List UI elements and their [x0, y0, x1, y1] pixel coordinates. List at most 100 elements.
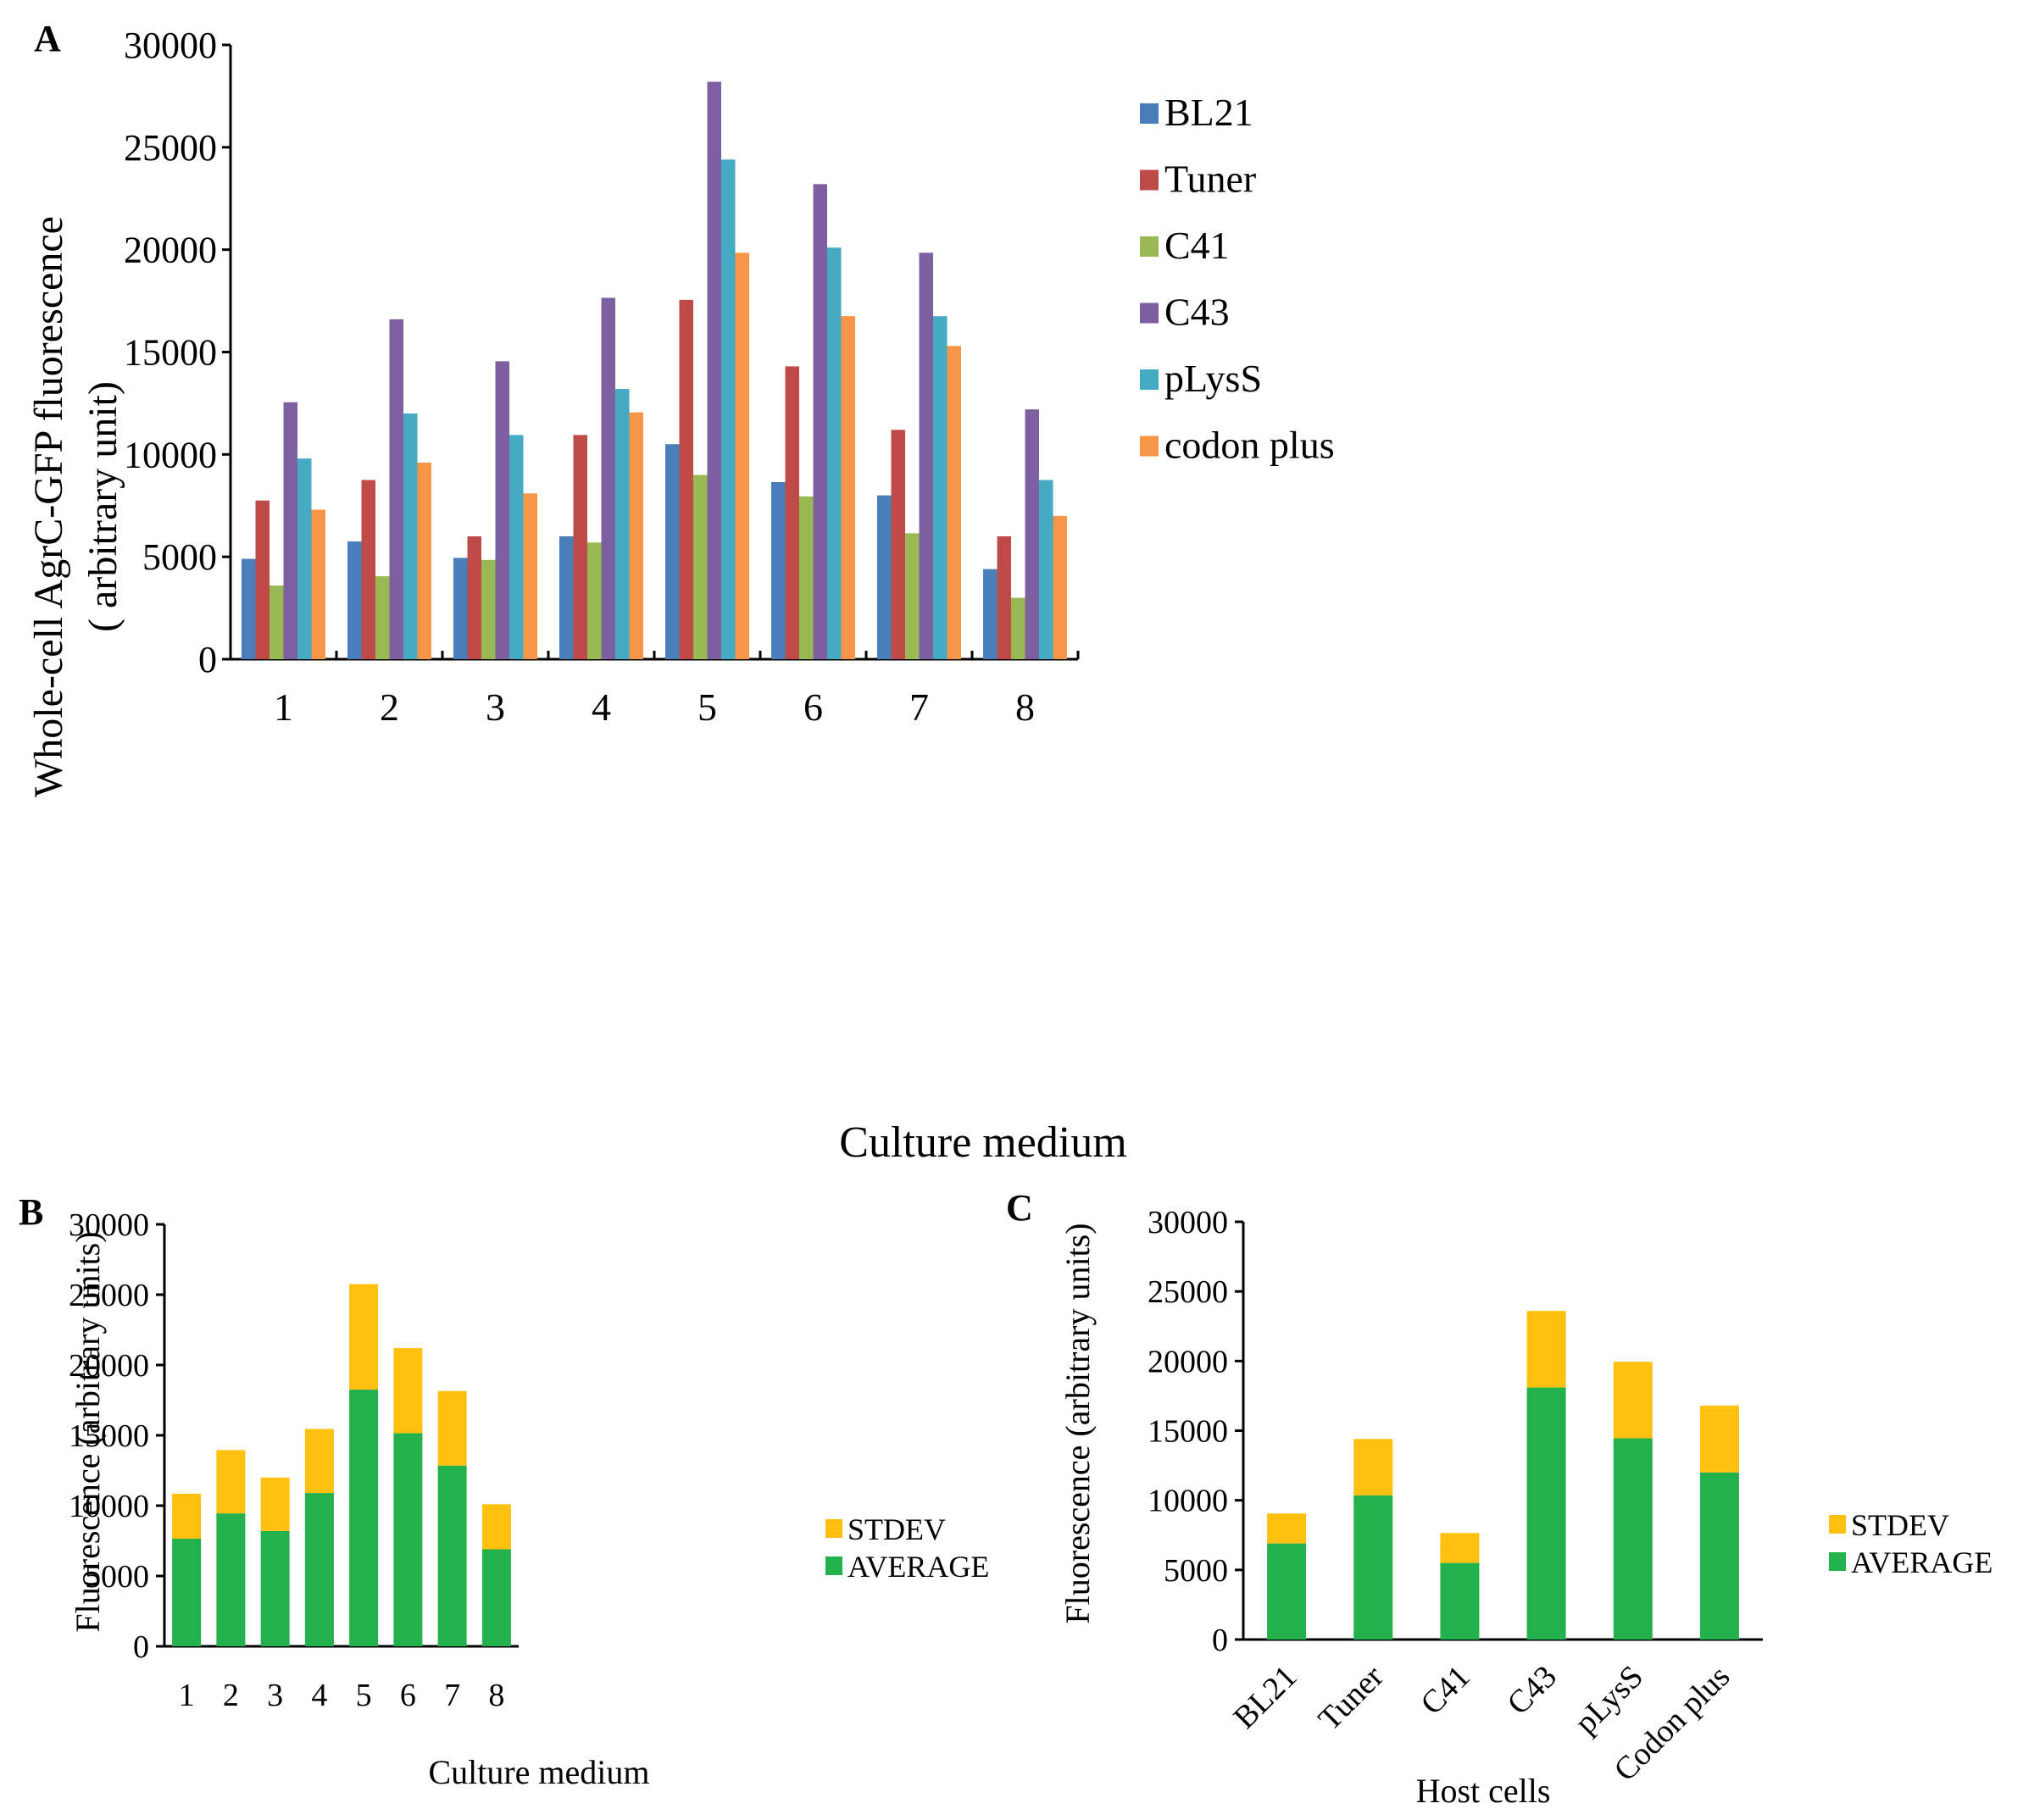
- legend-label: pLysS: [1164, 357, 1262, 400]
- bar-bl21: [665, 444, 680, 659]
- y-tick-label: 20000: [69, 1348, 149, 1384]
- bar-codon-plus: [311, 509, 325, 659]
- y-tick-label: 20000: [124, 230, 217, 271]
- bar-c41: [693, 474, 708, 659]
- panel-label: B: [19, 1191, 43, 1233]
- legend-label: AVERAGE: [848, 1550, 989, 1584]
- bar-bl21: [559, 536, 574, 659]
- y-tick-label: 10000: [69, 1489, 149, 1524]
- y-tick-label: 10000: [124, 434, 217, 475]
- bar-stdev: [260, 1477, 290, 1531]
- bar-stdev: [1699, 1405, 1739, 1473]
- bar-tuner: [467, 536, 481, 659]
- bar-c43: [389, 319, 403, 659]
- bar-plyss: [297, 458, 312, 659]
- x-tick-label: 3: [486, 685, 505, 729]
- x-tick-label: 8: [1015, 685, 1035, 729]
- bar-average: [1267, 1543, 1307, 1640]
- bar-stdev: [304, 1429, 334, 1494]
- bar-average: [1526, 1387, 1566, 1640]
- bar-tuner: [255, 500, 270, 659]
- bar-tuner: [679, 299, 693, 659]
- bar-stdev: [349, 1284, 379, 1390]
- bar-plyss: [403, 413, 418, 659]
- bar-stdev: [172, 1493, 202, 1540]
- legend-swatch: [1829, 1515, 1846, 1534]
- legend-swatch: [1829, 1552, 1846, 1571]
- y-tick-label: 30000: [69, 1207, 149, 1243]
- x-tick-label: 8: [488, 1678, 504, 1713]
- x-tick-label: 4: [311, 1678, 327, 1713]
- y-tick-label: 15000: [124, 332, 217, 374]
- legend-label: Tuner: [1164, 158, 1256, 201]
- x-tick-label: 2: [380, 685, 399, 729]
- y-tick-label: 25000: [1148, 1274, 1228, 1310]
- bar-c43: [707, 81, 721, 659]
- x-tick-label: 6: [803, 685, 823, 729]
- bar-c41: [1011, 597, 1025, 659]
- x-tick-label: 2: [223, 1678, 239, 1713]
- legend-swatch: [825, 1556, 842, 1575]
- bar-c41: [270, 585, 284, 659]
- y-tick-label: 25000: [124, 127, 217, 169]
- y-tick-label: 0: [198, 639, 217, 680]
- bar-plyss: [827, 247, 842, 659]
- legend-label: STDEV: [848, 1512, 946, 1546]
- bar-average: [1353, 1495, 1393, 1640]
- legend-swatch: [1140, 169, 1159, 191]
- y-tick-label: 30000: [1148, 1205, 1228, 1240]
- x-axis-title: Host cells: [1416, 1772, 1551, 1810]
- bar-plyss: [615, 389, 630, 659]
- y-tick-label: 15000: [1148, 1414, 1228, 1450]
- bar-c41: [587, 542, 602, 659]
- bar-stdev: [393, 1348, 423, 1434]
- bar-tuner: [573, 435, 587, 659]
- bar-codon-plus: [841, 316, 855, 659]
- bar-codon-plus: [523, 493, 537, 659]
- x-tick-label: 6: [400, 1678, 416, 1713]
- y-tick-label: 0: [133, 1629, 149, 1665]
- bar-codon-plus: [947, 346, 961, 659]
- x-tick-label: 5: [697, 685, 717, 729]
- bar-c43: [495, 361, 509, 659]
- y-tick-label: 20000: [1148, 1344, 1228, 1379]
- bar-c41: [375, 576, 390, 659]
- bar-c41: [481, 559, 496, 659]
- panel-a-bar-chart: A 0 5000 10000 15000 20000 25000 30000 1 2 3 4 5 6 7 8…: [26, 18, 1335, 1167]
- bar-bl21: [453, 558, 468, 659]
- bar-c43: [919, 252, 933, 659]
- legend-label: C43: [1164, 291, 1230, 334]
- bar-stdev: [437, 1390, 467, 1466]
- bar-codon-plus: [1053, 515, 1067, 659]
- panel-label: A: [34, 18, 61, 59]
- y-tick-label: 5000: [142, 536, 217, 578]
- legend-swatch: [1140, 369, 1159, 390]
- legend: BL21 Tuner C41 C43 pLysS codon plus: [1140, 91, 1335, 467]
- x-tick-label: 1: [179, 1678, 195, 1713]
- bar-stdev: [481, 1504, 511, 1550]
- bar-stdev: [1440, 1533, 1480, 1563]
- legend-label: STDEV: [1851, 1508, 1949, 1542]
- bar-tuner: [785, 366, 799, 659]
- bar-tuner: [361, 480, 375, 659]
- legend-label: BL21: [1164, 91, 1253, 134]
- bar-codon-plus: [629, 412, 643, 659]
- bar-average: [437, 1465, 467, 1646]
- bar-average: [260, 1530, 290, 1646]
- bar-average: [481, 1549, 511, 1646]
- bar-codon-plus: [417, 463, 431, 659]
- y-axis-title: Fluorescence (arbitrary units): [69, 1231, 107, 1632]
- bar-c43: [813, 184, 827, 660]
- x-tick-label: 1: [274, 685, 293, 729]
- x-tick-label: 4: [592, 685, 611, 729]
- bar-plyss: [509, 435, 524, 659]
- legend-swatch: [1140, 236, 1159, 257]
- x-axis-title: Culture medium: [839, 1118, 1126, 1167]
- y-tick-label: 30000: [124, 25, 217, 66]
- legend: STDEV AVERAGE: [825, 1512, 989, 1584]
- legend-swatch: [1140, 103, 1159, 124]
